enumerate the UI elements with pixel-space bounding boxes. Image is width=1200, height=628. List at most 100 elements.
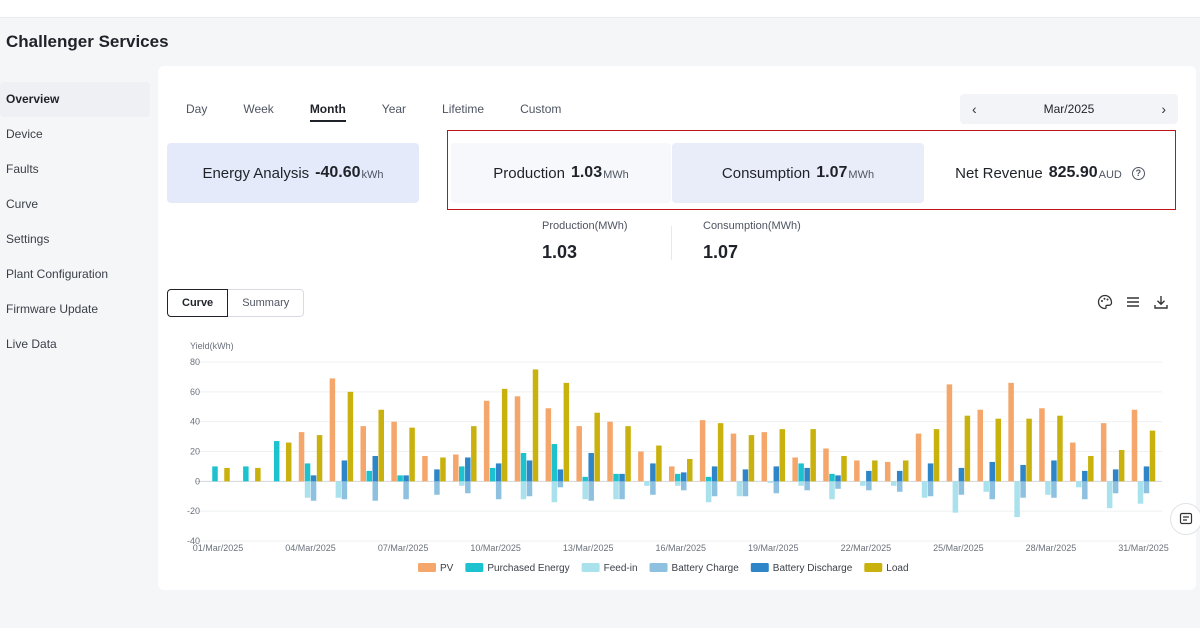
bar [835,481,841,489]
bar [866,481,872,491]
bar [273,441,280,482]
tab-month[interactable]: Month [309,102,346,122]
bar [1149,430,1156,482]
x-tick-label: 07/Mar/2025 [378,543,429,553]
consumption-value: 1.07 [816,164,848,181]
bar [933,429,940,482]
bar [915,433,922,482]
sidebar-item-live-data[interactable]: Live Data [6,337,57,351]
tab-lifetime[interactable]: Lifetime [442,102,485,116]
bar [841,455,847,482]
bar [748,435,755,482]
bar [804,467,810,482]
bar [434,469,440,482]
bar [705,481,712,503]
bar [465,481,471,494]
bar [1008,382,1014,482]
date-picker[interactable]: ‹ Mar/2025 › [960,94,1178,124]
bar [607,421,613,482]
tab-custom[interactable]: Custom [520,102,562,116]
bar [489,467,496,482]
bar [378,409,384,482]
bar [391,421,397,482]
period-tabs: Day Week Month Year Lifetime Custom [186,102,597,122]
bar [638,451,644,482]
bar [243,466,249,482]
chevron-left-icon[interactable]: ‹ [972,101,977,117]
legend-swatch [649,563,668,572]
bar [594,412,600,482]
bar [927,463,934,482]
bar [1057,415,1063,482]
top-strip [0,0,1200,18]
production-value: 1.03 [570,164,603,181]
bar [471,426,477,482]
bar [884,461,891,482]
bar [823,448,829,482]
bar [742,481,749,497]
bar [810,429,816,482]
bar [656,445,662,482]
bar [619,481,625,500]
sidebar-item-firmware-update[interactable]: Firmware Update [6,302,99,316]
sidebar-item-device[interactable]: Device [6,127,43,141]
sidebar-item-settings[interactable]: Settings [6,232,50,246]
summary-toggle-button[interactable]: Summary [228,289,305,317]
bar [582,481,588,500]
chevron-right-icon[interactable]: › [1161,101,1166,117]
x-tick-label: 31/Mar/2025 [1118,543,1169,553]
feedback-icon[interactable] [1170,503,1200,535]
bar [829,481,835,500]
bar [557,481,564,488]
bar [921,481,928,498]
bar [434,481,440,495]
bar [1045,481,1051,495]
bar [964,415,971,482]
chart-tools [1096,294,1170,312]
bar [1082,481,1088,500]
bar [742,469,749,482]
bar [310,475,317,482]
palette-icon[interactable] [1096,294,1114,312]
date-picker-value[interactable]: Mar/2025 [1043,102,1095,116]
bar [304,463,311,482]
sidebar-item-faults[interactable]: Faults [6,162,39,176]
bar [453,454,459,482]
x-tick-label: 04/Mar/2025 [285,543,336,553]
bar [409,427,415,482]
curve-toggle-button[interactable]: Curve [167,289,229,317]
net-revenue-card[interactable]: Net Revenue 825.90 AUD ? [925,143,1175,203]
energy-analysis-value: -40.60 [315,164,361,181]
legend-swatch [581,563,600,572]
bar [1137,481,1144,504]
sidebar-item-plant-configuration[interactable]: Plant Configuration [6,267,109,281]
bar [705,476,712,482]
tab-year[interactable]: Year [381,102,407,116]
y-tick-label: 20 [190,447,200,457]
x-tick-label: 19/Mar/2025 [748,543,799,553]
bar [779,429,786,482]
sidebar-item-overview[interactable]: Overview [0,82,150,117]
tab-day[interactable]: Day [186,102,208,116]
bar [1118,450,1125,482]
net-revenue-label: Net Revenue [955,164,1043,182]
consumption-card[interactable]: Consumption 1.07 MWh [672,143,924,203]
sidebar-item-curve[interactable]: Curve [6,197,39,211]
download-icon[interactable] [1152,294,1170,312]
legend-label: Battery Charge [672,563,740,574]
page-title: Challenger Services [6,32,169,51]
bar [557,469,564,482]
bar [1082,470,1088,482]
menu-icon[interactable] [1124,294,1142,312]
energy-analysis-card[interactable]: Energy Analysis -40.60 kWh [167,143,419,203]
x-tick-label: 22/Mar/2025 [841,543,892,553]
production-card[interactable]: Production 1.03 MWh [451,143,671,203]
bar [403,475,409,482]
bar [717,423,724,482]
bar [298,432,305,482]
bar [1088,455,1094,482]
help-icon[interactable]: ? [1131,166,1145,180]
bar [711,466,718,482]
tab-week[interactable]: Week [243,102,274,116]
bar [952,481,959,513]
